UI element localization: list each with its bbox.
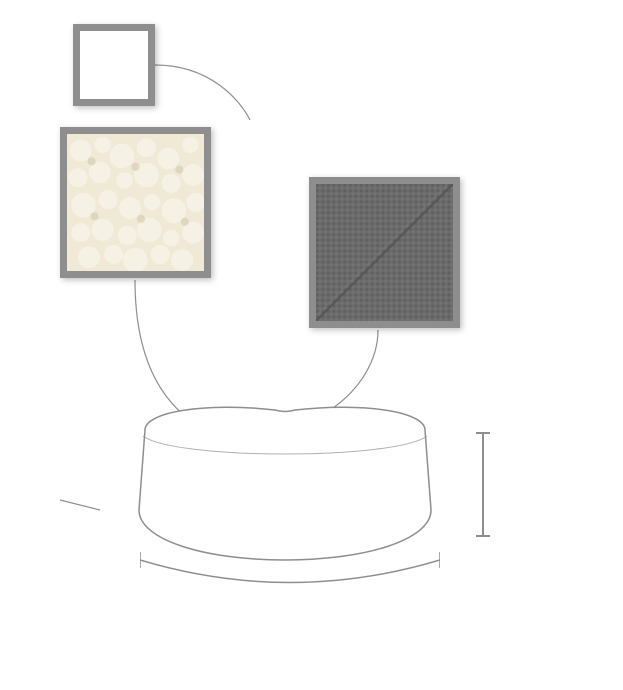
filling-swatch <box>60 127 211 278</box>
height-dim-cap-bottom <box>476 535 490 537</box>
height-dim-cap-top <box>476 432 490 434</box>
fabric-swatch <box>309 177 460 328</box>
cushion-outline <box>115 400 455 575</box>
diagram-canvas <box>0 0 623 690</box>
small-swatch <box>73 24 155 106</box>
height-dim-line <box>482 432 484 537</box>
width-arc <box>140 550 440 610</box>
